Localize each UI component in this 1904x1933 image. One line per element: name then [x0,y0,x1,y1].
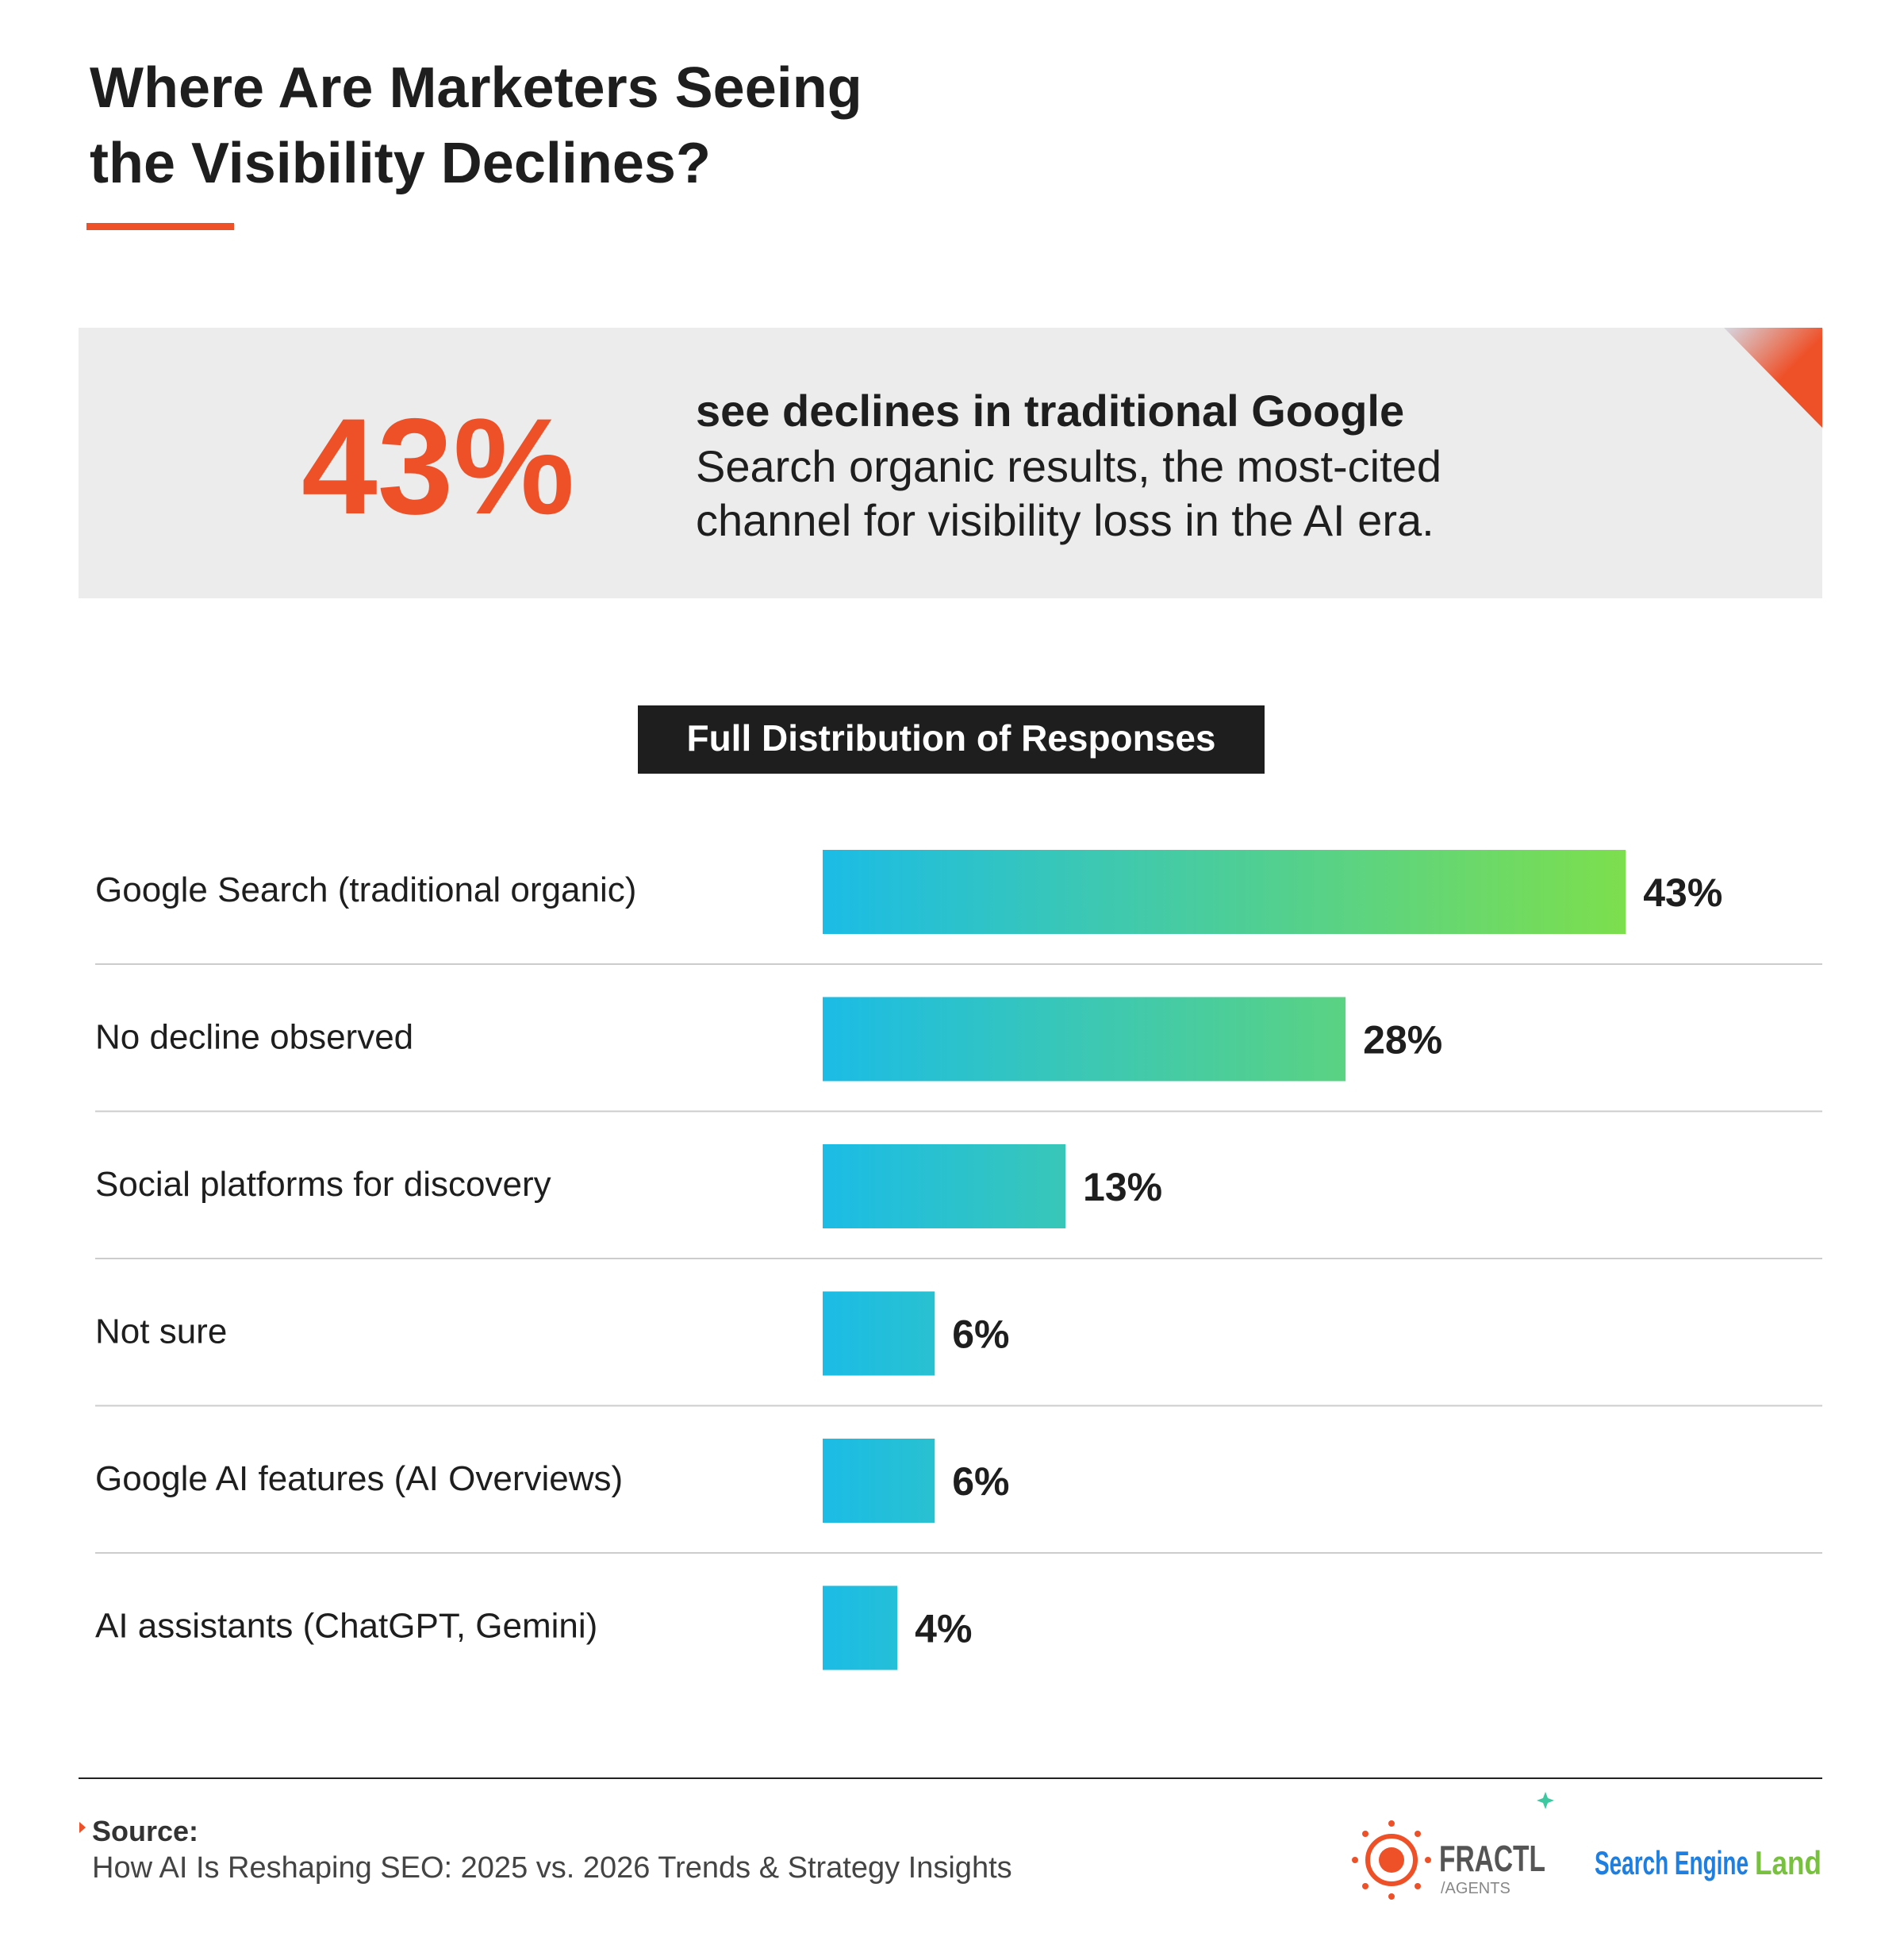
chart-title-box [638,705,1265,774]
bar [823,997,1346,1082]
category-label: Google AI features (AI Overviews) [95,1459,623,1498]
chart-title: Full Distribution of Responses [686,717,1215,759]
bar [823,1439,935,1523]
bar [823,850,1626,934]
sel-logo: Search Engine [1595,1844,1749,1881]
callout-stat: 43% [301,390,574,543]
value-label: 6% [952,1312,1009,1357]
value-label: 6% [952,1459,1009,1504]
sel-logo-accent: Land [1755,1844,1821,1881]
category-label: Social platforms for discovery [95,1165,551,1204]
bar [823,1585,898,1670]
bar [823,1144,1066,1228]
fractl-logo: FRACTL [1439,1838,1545,1879]
title: Where Are Marketers Seeing [90,56,862,120]
bar [823,1291,935,1376]
category-label: Google Search (traditional organic) [95,870,636,909]
value-label: 13% [1083,1165,1162,1209]
callout-body: channel for visibility loss in the AI er… [696,495,1434,545]
callout-corner [1724,328,1822,428]
category-label: AI assistants (ChatGPT, Gemini) [95,1607,597,1646]
fractl-icon [1352,1792,1554,1900]
fractl-sub: /AGENTS [1441,1880,1511,1897]
title-underline [86,223,234,230]
category-label: No decline observed [95,1018,413,1057]
value-label: 43% [1643,870,1722,915]
callout-box [79,328,1822,598]
value-label: 28% [1363,1018,1442,1063]
value-label: 4% [915,1607,972,1651]
source-text: How AI Is Reshaping SEO: 2025 vs. 2026 T… [92,1851,1012,1885]
callout-headline: see declines in traditional Google [696,386,1404,436]
callout-body: Search organic results, the most-cited [696,441,1441,491]
source-marker [79,1822,86,1833]
category-label: Not sure [95,1312,227,1351]
title: the Visibility Declines? [90,132,711,195]
source-label: Source: [92,1815,198,1847]
